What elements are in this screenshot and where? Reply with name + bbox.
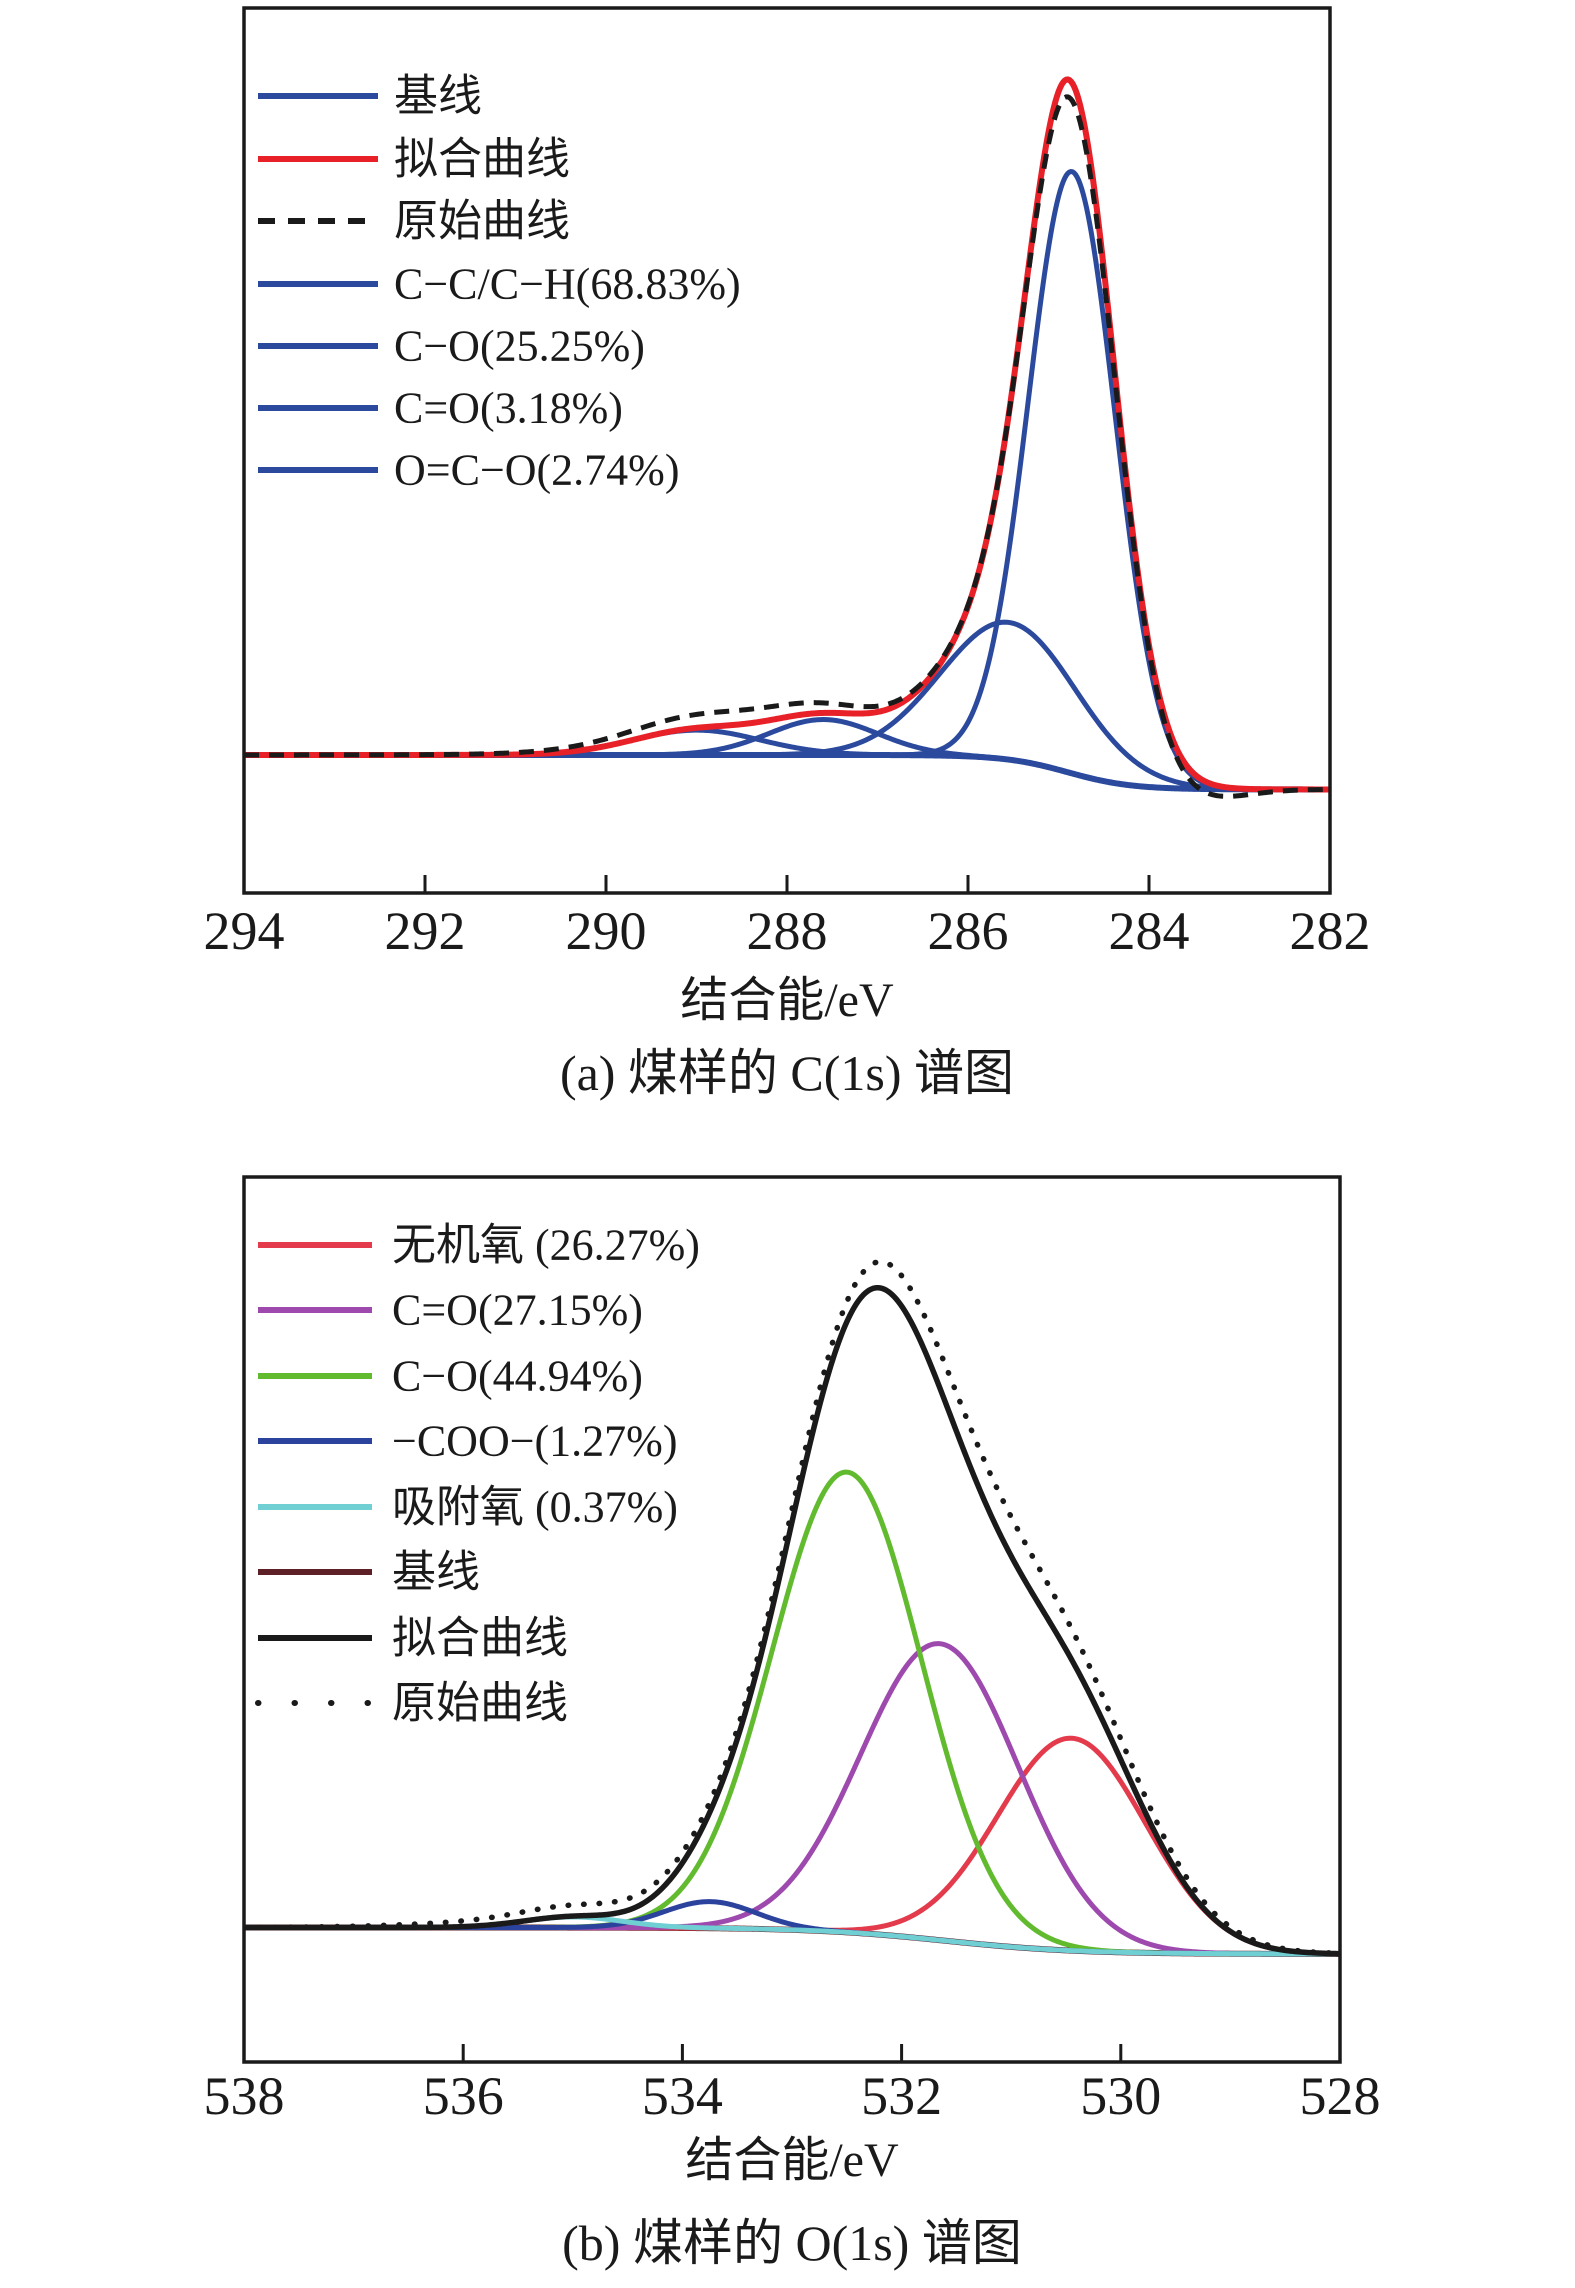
x-tick-label: 528 bbox=[1300, 2066, 1381, 2126]
x-tick-label: 284 bbox=[1109, 901, 1190, 961]
x-tick-label: 534 bbox=[642, 2066, 723, 2126]
legend-label-3: C−C/C−H(68.83%) bbox=[394, 260, 741, 309]
x-tick-label: 532 bbox=[861, 2066, 942, 2126]
legend-label-2: 原始曲线 bbox=[394, 197, 570, 246]
x-tick-label: 294 bbox=[204, 901, 285, 961]
c1s-curves bbox=[244, 76, 1330, 799]
legend-label-5: 基线 bbox=[392, 1548, 480, 1597]
x-tick-label: 538 bbox=[204, 2066, 285, 2126]
legend-label-0: 基线 bbox=[394, 72, 482, 121]
c1s-caption: (a) 煤样的 C(1s) 谱图 bbox=[560, 1045, 1014, 1101]
x-tick-label: 286 bbox=[928, 901, 1009, 961]
legend-label-4: C−O(25.25%) bbox=[394, 322, 645, 371]
x-tick-label: 282 bbox=[1290, 901, 1371, 961]
o1s-x-axis-label: 结合能/eV bbox=[685, 2134, 899, 2187]
o1s-x-ticks: 538 536 534 532 530 528 bbox=[204, 2044, 1381, 2126]
legend-label-6: 拟合曲线 bbox=[392, 1614, 568, 1663]
x-tick-label: 292 bbox=[385, 901, 466, 961]
baseline-curve bbox=[244, 751, 1330, 793]
x-tick-label: 536 bbox=[423, 2066, 504, 2126]
legend-label-1: 拟合曲线 bbox=[394, 135, 570, 184]
original-curve bbox=[244, 1258, 1340, 1957]
o1s-curves bbox=[244, 1258, 1340, 1957]
o1s-caption: (b) 煤样的 O(1s) 谱图 bbox=[562, 2215, 1022, 2271]
o1s-legend: 无机氧 (26.27%) C=O(27.15%) C−O(44.94%) −COO−(… bbox=[255, 1221, 700, 1728]
legend-label-7: 原始曲线 bbox=[392, 1679, 568, 1728]
legend-label-6: O=C−O(2.74%) bbox=[394, 446, 679, 495]
component-curve-0 bbox=[244, 1735, 1340, 1957]
legend-label-2: C−O(44.94%) bbox=[392, 1352, 643, 1401]
legend-label-4: 吸附氧 (0.37%) bbox=[392, 1483, 678, 1532]
fit-curve bbox=[244, 1284, 1340, 1957]
o1s-plot-border bbox=[242, 1175, 1342, 2064]
legend-label-1: C=O(27.15%) bbox=[392, 1286, 643, 1335]
x-tick-label: 290 bbox=[566, 901, 647, 961]
x-tick-label: 288 bbox=[747, 901, 828, 961]
legend-label-3: −COO−(1.27%) bbox=[392, 1417, 677, 1466]
legend-label-5: C=O(3.18%) bbox=[394, 384, 623, 433]
component-curve-1 bbox=[244, 619, 1330, 792]
original-curve bbox=[244, 94, 1330, 799]
c1s-x-ticks: 294 292 290 288 286 284 282 bbox=[204, 875, 1371, 961]
fit-curve bbox=[244, 76, 1330, 793]
x-tick-label: 530 bbox=[1080, 2066, 1161, 2126]
c1s-x-axis-label: 结合能/eV bbox=[680, 974, 894, 1027]
chart-o1s: 538 536 534 532 530 528 无机氧 (26.27%) C=O(27.15… bbox=[204, 1175, 1381, 2271]
legend-label-0: 无机氧 (26.27%) bbox=[392, 1221, 700, 1270]
